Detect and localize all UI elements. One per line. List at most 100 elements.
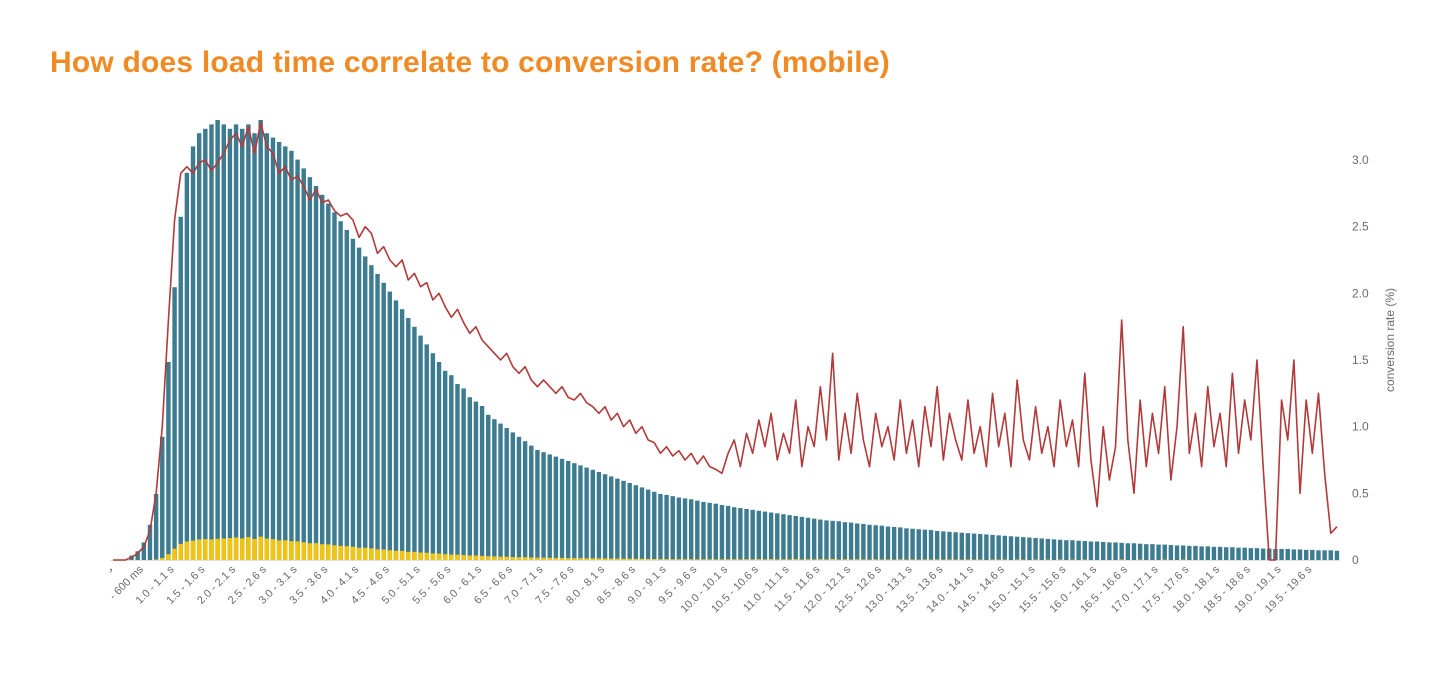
- converted-bar: [541, 558, 545, 560]
- sessions-bar: [511, 432, 515, 560]
- converted-bar: [381, 549, 385, 560]
- sessions-bar: [363, 256, 367, 560]
- page-root: How does load time correlate to conversi…: [0, 0, 1437, 682]
- sessions-bar: [240, 129, 244, 560]
- y2-axis-labels: 00.51.01.52.02.53.0: [1352, 153, 1369, 567]
- sessions-bar: [431, 353, 435, 560]
- converted-bar: [283, 540, 287, 560]
- sessions-bar: [984, 534, 988, 560]
- sessions-bar: [283, 146, 287, 560]
- sessions-bar: [800, 517, 804, 560]
- converted-bar: [738, 559, 742, 560]
- sessions-bar: [615, 479, 619, 560]
- sessions-bar: [449, 375, 453, 560]
- sessions-bar: [794, 516, 798, 560]
- sessions-bar: [1003, 536, 1007, 560]
- converted-bar: [425, 553, 429, 560]
- converted-bar: [966, 559, 970, 560]
- sessions-bar: [554, 457, 558, 560]
- sessions-bar: [529, 446, 533, 560]
- converted-bar: [732, 559, 736, 560]
- converted-bar: [554, 558, 558, 560]
- sessions-bar: [1046, 539, 1050, 560]
- sessions-bar: [787, 515, 791, 560]
- sessions-bar: [677, 498, 681, 560]
- sessions-bar: [197, 133, 201, 560]
- sessions-bar: [701, 502, 705, 560]
- sessions-bar: [1218, 547, 1222, 560]
- converted-bar: [449, 555, 453, 560]
- sessions-bar: [1335, 551, 1339, 560]
- converted-bar: [781, 559, 785, 560]
- converted-bar: [664, 559, 668, 560]
- sessions-bar: [1113, 542, 1117, 560]
- converted-bar: [757, 559, 761, 560]
- converted-bar: [689, 559, 693, 560]
- sessions-bar: [1089, 542, 1093, 560]
- converted-bar: [990, 559, 994, 560]
- converted-bar: [1119, 560, 1123, 561]
- sessions-bar: [966, 533, 970, 560]
- converted-bar: [591, 558, 595, 560]
- converted-bar: [388, 550, 392, 560]
- sessions-bar: [917, 529, 921, 560]
- sessions-bar: [523, 441, 527, 560]
- sessions-bar: [671, 496, 675, 560]
- sessions-bar: [1040, 538, 1044, 560]
- sessions-bar: [1070, 540, 1074, 560]
- sessions-bar: [302, 168, 306, 560]
- sessions-bar: [1015, 537, 1019, 560]
- sessions-bar: [234, 124, 238, 560]
- sessions-bar: [744, 509, 748, 560]
- sessions-bar: [203, 129, 207, 560]
- sessions-bar: [775, 513, 779, 560]
- sessions-bar: [683, 498, 687, 560]
- sessions-bar: [1310, 550, 1314, 560]
- sessions-bar: [1027, 538, 1031, 560]
- sessions-bar: [289, 151, 293, 560]
- converted-bar: [474, 556, 478, 560]
- sessions-bar: [947, 532, 951, 560]
- sessions-bar: [172, 287, 176, 560]
- sessions-bar: [880, 526, 884, 560]
- converted-bar: [824, 559, 828, 560]
- sessions-bar: [560, 459, 564, 560]
- sessions-bar: [689, 499, 693, 560]
- sessions-bar: [707, 503, 711, 560]
- converted-bar: [308, 543, 312, 560]
- y2-tick-label: 0: [1352, 553, 1359, 567]
- sessions-bar: [1150, 544, 1154, 560]
- x-axis-labels: 0 - 100 ms500 - 600 ms1.0 - 1.1 s1.5 - 1…: [110, 563, 1315, 617]
- converted-bar: [480, 556, 484, 560]
- sessions-bar: [664, 495, 668, 560]
- converted-bar: [258, 537, 262, 560]
- converted-bar: [468, 556, 472, 560]
- converted-bar: [320, 544, 324, 560]
- sessions-bar: [855, 523, 859, 560]
- converted-bar: [566, 558, 570, 560]
- sessions-bar: [338, 221, 342, 560]
- sessions-bar: [1181, 545, 1185, 560]
- sessions-bar: [640, 487, 644, 560]
- sessions-bar: [455, 384, 459, 560]
- converted-bar: [357, 548, 361, 560]
- converted-bar: [351, 547, 355, 560]
- sessions-bar: [1212, 547, 1216, 560]
- converted-bar: [1015, 559, 1019, 560]
- sessions-bar: [1199, 546, 1203, 560]
- sessions-bar: [166, 362, 170, 560]
- sessions-bar: [695, 501, 699, 560]
- sessions-bar: [1101, 542, 1105, 560]
- sessions-bar: [1058, 540, 1062, 560]
- converted-bar: [265, 539, 269, 560]
- sessions-bar: [388, 292, 392, 560]
- converted-bar: [252, 539, 256, 560]
- converted-bar: [369, 548, 373, 560]
- converted-bar: [179, 544, 183, 560]
- y2-tick-label: 2.5: [1352, 220, 1369, 234]
- sessions-bar: [732, 507, 736, 560]
- sessions-bar: [295, 160, 299, 560]
- sessions-bar: [1316, 550, 1320, 560]
- converted-bar: [185, 542, 189, 560]
- sessions-bar: [1083, 541, 1087, 560]
